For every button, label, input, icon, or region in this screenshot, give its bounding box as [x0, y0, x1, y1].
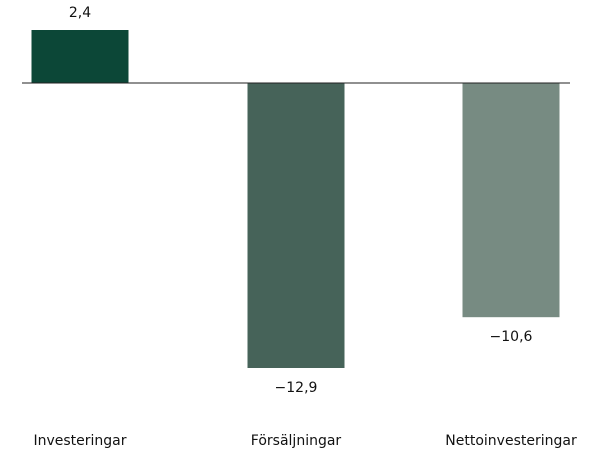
bar — [462, 83, 560, 318]
bar — [247, 83, 345, 369]
value-label: 2,4 — [69, 5, 91, 21]
value-label: −10,6 — [490, 329, 533, 345]
x-tick-label: Investeringar — [33, 433, 126, 449]
bar — [31, 30, 129, 84]
x-tick-label: Nettoinvesteringar — [445, 433, 577, 449]
value-label: −12,9 — [275, 380, 318, 396]
x-tick-label: Försäljningar — [251, 433, 342, 449]
